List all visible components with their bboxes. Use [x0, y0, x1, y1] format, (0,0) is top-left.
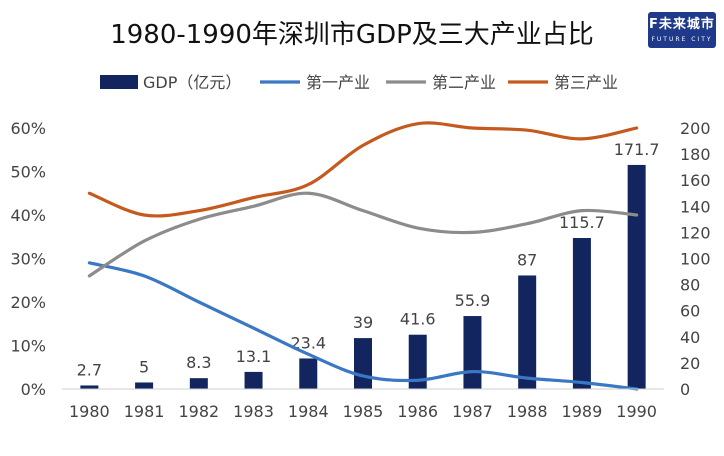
line-series-3: [87, 121, 639, 218]
right-tick-label: 0: [680, 380, 690, 399]
legend-label-gdp: GDP（亿元）: [143, 73, 241, 92]
left-tick-label: 50%: [10, 163, 46, 182]
left-tick-label: 60%: [10, 119, 46, 138]
x-tick-label: 1981: [124, 402, 165, 421]
gdp-bars: [80, 164, 646, 389]
x-tick-label: 1982: [178, 402, 219, 421]
right-tick-label: 60: [680, 302, 700, 321]
gdp-bar: [189, 378, 208, 389]
gdp-bar: [518, 275, 537, 389]
gdp-bar: [627, 164, 646, 389]
gdp-value-label: 171.7: [614, 140, 660, 159]
right-tick-label: 200: [680, 119, 711, 138]
x-tick-label: 1984: [288, 402, 329, 421]
right-tick-label: 160: [680, 171, 711, 190]
gdp-value-label: 13.1: [236, 347, 272, 366]
x-tick-label: 1985: [343, 402, 384, 421]
gdp-value-label: 115.7: [559, 213, 605, 232]
gdp-value-label: 23.4: [290, 333, 326, 352]
x-tick-label: 1988: [507, 402, 548, 421]
gdp-value-label: 41.6: [400, 310, 436, 329]
gdp-value-label: 8.3: [186, 353, 211, 372]
line-series-2: [87, 191, 639, 278]
gdp-bar: [354, 338, 372, 389]
x-tick-label: 1989: [562, 402, 603, 421]
logo-text: F未来城市: [649, 17, 715, 32]
left-axis: 0% 10% 20% 30% 40% 50% 60%: [10, 119, 46, 399]
legend-label-line-3: 第三产业: [554, 73, 618, 92]
gdp-value-label: 55.9: [455, 291, 491, 310]
gdp-bar: [299, 358, 318, 389]
right-tick-label: 40: [680, 328, 700, 347]
gdp-value-label: 5: [139, 357, 149, 376]
gdp-bar: [244, 371, 263, 389]
gdp-bar: [572, 238, 591, 389]
chart-title: 1980-1990年深圳市GDP及三大产业占比: [110, 20, 594, 50]
left-tick-label: 20%: [10, 293, 46, 312]
left-tick-label: 40%: [10, 206, 46, 225]
x-tick-label: 1983: [233, 402, 274, 421]
legend-label-line-2: 第二产业: [432, 73, 496, 92]
right-tick-label: 20: [680, 354, 700, 373]
right-axis: 0 20 40 60 80 100 120 140 160 180 200: [680, 119, 711, 399]
legend-label-line-1: 第一产业: [306, 73, 370, 92]
right-tick-label: 80: [680, 276, 700, 295]
left-tick-label: 10%: [10, 337, 46, 356]
gdp-bar: [135, 382, 154, 389]
x-axis: 1980 1981 1982 1983 1984 1985 1986 1987 1988 1989…: [62, 388, 664, 421]
x-tick-label: 1986: [397, 402, 438, 421]
gdp-value-label: 87: [517, 250, 537, 269]
x-tick-label: 1980: [69, 402, 110, 421]
right-tick-label: 140: [680, 197, 711, 216]
right-tick-label: 120: [680, 223, 711, 242]
gdp-bar: [408, 334, 427, 389]
gdp-value-label: 2.7: [77, 360, 102, 379]
gdp-bar: [80, 385, 99, 389]
line-series-1: [87, 261, 639, 391]
logo-subtext: FUTURE CITY: [651, 36, 713, 43]
legend: GDP（亿元） 第一产业 第二产业 第三产业: [100, 73, 618, 92]
right-tick-label: 180: [680, 145, 711, 164]
industry-lines: [87, 121, 639, 391]
right-tick-label: 100: [680, 250, 711, 269]
gdp-bar: [463, 316, 482, 389]
x-tick-label: 1987: [452, 402, 493, 421]
legend-swatch-gdp: [100, 75, 138, 89]
left-tick-label: 30%: [10, 250, 46, 269]
x-tick-label: 1990: [616, 402, 657, 421]
gdp-bar-labels: 2.7 5 8.3 13.1 23.4 39 41.6 55.9 87 115.7 171.7: [77, 140, 660, 380]
left-tick-label: 0%: [21, 380, 46, 399]
gdp-value-label: 39: [353, 313, 373, 332]
brand-logo: F未来城市 FUTURE CITY: [648, 12, 716, 48]
